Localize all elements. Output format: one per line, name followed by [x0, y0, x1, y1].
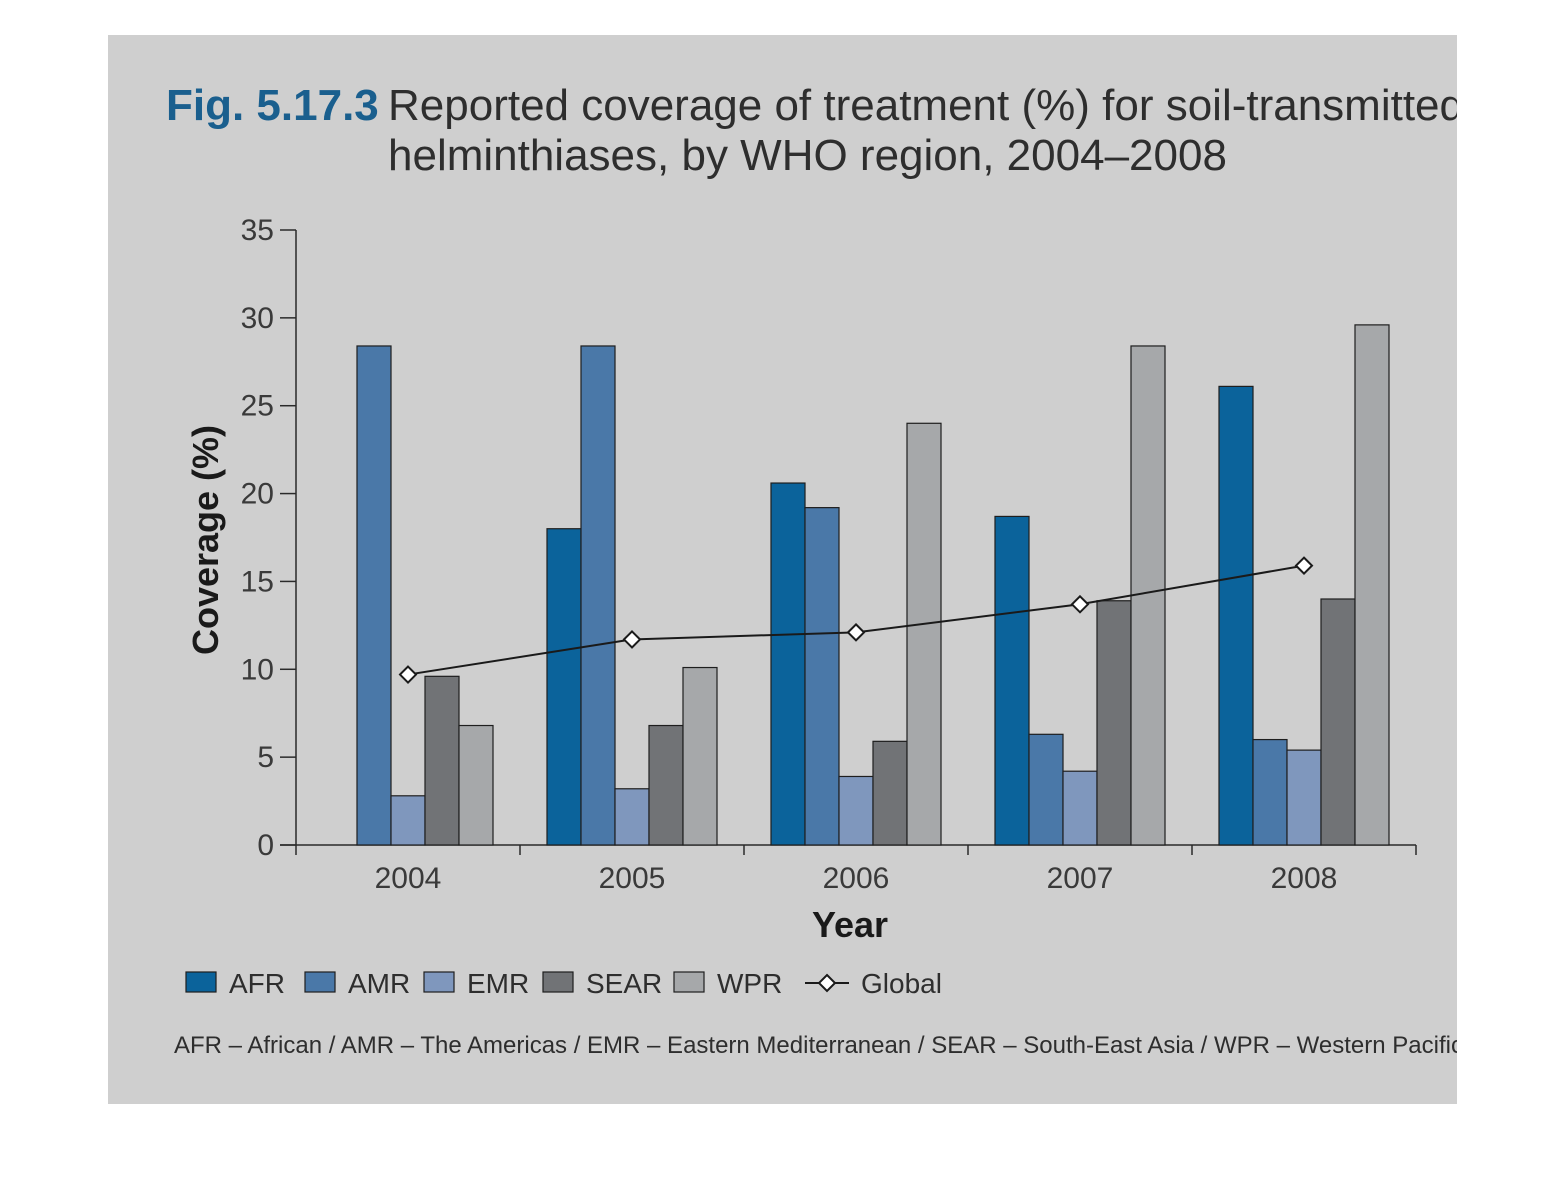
bar-emr-2004 — [390, 795, 426, 846]
bar-amr-2005 — [580, 345, 616, 846]
legend-swatch-wpr — [673, 971, 705, 993]
bar-amr-2007 — [1028, 733, 1064, 846]
figure-label: Fig. 5.17.3 — [166, 81, 379, 130]
y-tick-label: 20 — [241, 478, 274, 511]
global-point-2004 — [398, 665, 418, 684]
legend-label-afr: AFR — [229, 968, 285, 999]
global-point-2005 — [622, 630, 642, 649]
bar-emr-2007 — [1062, 770, 1098, 846]
bar-emr-2008 — [1286, 749, 1322, 846]
bar-afr-2005 — [546, 528, 582, 846]
bar-wpr-2008 — [1354, 324, 1390, 846]
bar-sear-2004 — [424, 675, 460, 846]
legend-swatch-sear — [542, 971, 574, 993]
bars — [356, 324, 1390, 846]
bar-afr-2006 — [770, 482, 806, 846]
figure-panel: Fig. 5.17.3 Reported coverage of treatme… — [108, 35, 1457, 1104]
legend-label-global: Global — [861, 968, 942, 999]
global-point-2006 — [846, 622, 866, 642]
legend: AFR AMR EMR SEAR WPR Global — [185, 968, 942, 999]
chart: Fig. 5.17.3 Reported coverage of treatme… — [166, 81, 1457, 1059]
legend-swatch-emr — [423, 971, 455, 993]
x-tick-label: 2007 — [1047, 862, 1114, 895]
bar-amr-2006 — [804, 507, 840, 846]
x-tick-label: 2004 — [375, 862, 442, 895]
legend-label-emr: EMR — [467, 968, 529, 999]
global-line-path — [407, 564, 1305, 676]
bar-sear-2008 — [1320, 598, 1356, 846]
legend-swatch-amr — [304, 971, 336, 993]
global-point-2007 — [1070, 594, 1090, 614]
y-tick-label: 25 — [241, 390, 274, 423]
x-tick-label: 2005 — [599, 862, 666, 895]
global-line — [398, 556, 1314, 684]
bar-sear-2006 — [872, 740, 908, 846]
bar-wpr-2004 — [458, 724, 494, 846]
x-tick-label: 2006 — [823, 862, 890, 895]
bar-sear-2007 — [1096, 600, 1132, 846]
chart-title-line-2: helminthiases, by WHO region, 2004–2008 — [388, 131, 1227, 180]
y-tick-label: 30 — [241, 302, 274, 335]
x-axis-title: Year — [812, 904, 888, 945]
bar-wpr-2005 — [682, 666, 718, 846]
bar-afr-2008 — [1218, 385, 1254, 846]
bar-sear-2005 — [648, 724, 684, 846]
bar-amr-2004 — [356, 345, 392, 846]
legend-swatch-afr — [185, 971, 217, 993]
global-point-2008 — [1294, 556, 1314, 576]
bar-afr-2007 — [994, 515, 1030, 846]
bar-wpr-2006 — [906, 422, 942, 846]
legend-label-amr: AMR — [348, 968, 410, 999]
footnote: AFR – African / AMR – The Americas / EMR… — [174, 1032, 1457, 1059]
y-tick-label: 15 — [241, 565, 274, 598]
legend-label-sear: SEAR — [586, 968, 662, 999]
chart-title-line-1: Reported coverage of treatment (%) for s… — [388, 81, 1457, 130]
legend-swatch-global-marker — [817, 973, 837, 993]
bar-amr-2008 — [1252, 738, 1288, 846]
x-tick-label: 2008 — [1271, 862, 1338, 895]
y-tick-label: 5 — [257, 741, 274, 774]
bar-emr-2005 — [614, 788, 650, 846]
y-tick-label: 10 — [241, 653, 274, 686]
y-tick-label: 0 — [257, 829, 274, 862]
y-axis-title: Coverage (%) — [185, 425, 226, 655]
y-axis: 0 5 10 15 20 25 30 35 — [241, 214, 297, 862]
bar-emr-2006 — [838, 775, 874, 846]
y-tick-label: 35 — [241, 214, 274, 247]
x-axis: 2004 2005 2006 2007 2008 — [280, 844, 1417, 895]
legend-label-wpr: WPR — [717, 968, 782, 999]
